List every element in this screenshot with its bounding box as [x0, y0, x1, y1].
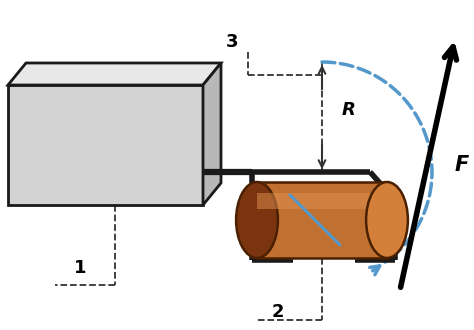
Text: F: F	[455, 155, 469, 175]
Polygon shape	[8, 63, 221, 85]
Text: 1: 1	[74, 259, 86, 277]
Ellipse shape	[366, 182, 408, 258]
Polygon shape	[257, 193, 387, 209]
Text: R: R	[342, 101, 356, 119]
Text: 2: 2	[272, 303, 284, 321]
Polygon shape	[203, 63, 221, 205]
Polygon shape	[257, 182, 387, 258]
Text: 3: 3	[226, 33, 238, 51]
Ellipse shape	[236, 182, 278, 258]
Polygon shape	[8, 85, 203, 205]
